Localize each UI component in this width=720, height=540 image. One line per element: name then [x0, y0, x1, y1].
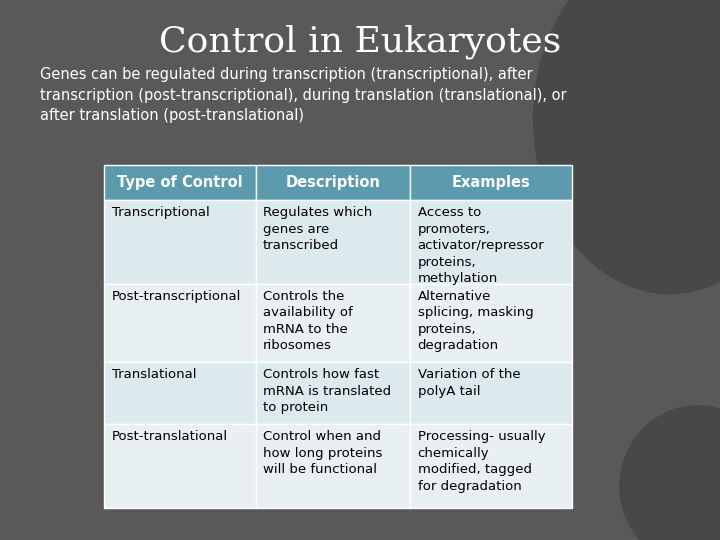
Text: Controls the
availability of
mRNA to the
ribosomes: Controls the availability of mRNA to the…	[263, 290, 353, 353]
Text: Processing- usually
chemically
modified, tagged
for degradation: Processing- usually chemically modified,…	[418, 430, 545, 493]
Text: Post-transcriptional: Post-transcriptional	[112, 290, 241, 303]
Text: Control when and
how long proteins
will be functional: Control when and how long proteins will …	[263, 430, 382, 476]
Text: Description: Description	[286, 175, 380, 190]
Text: Regulates which
genes are
transcribed: Regulates which genes are transcribed	[263, 206, 372, 252]
Text: Transcriptional: Transcriptional	[112, 206, 210, 219]
Text: Examples: Examples	[452, 175, 531, 190]
Text: Post-translational: Post-translational	[112, 430, 228, 443]
Text: Type of Control: Type of Control	[117, 175, 243, 190]
Text: Access to
promoters,
activator/repressor
proteins,
methylation: Access to promoters, activator/repressor…	[418, 206, 544, 285]
Text: Genes can be regulated during transcription (transcriptional), after
transcripti: Genes can be regulated during transcript…	[40, 68, 566, 123]
Text: Alternative
splicing, masking
proteins,
degradation: Alternative splicing, masking proteins, …	[418, 290, 534, 353]
Text: Control in Eukaryotes: Control in Eukaryotes	[159, 24, 561, 59]
Text: Translational: Translational	[112, 368, 196, 381]
Text: Variation of the
polyA tail: Variation of the polyA tail	[418, 368, 521, 398]
Text: Controls how fast
mRNA is translated
to protein: Controls how fast mRNA is translated to …	[263, 368, 391, 414]
